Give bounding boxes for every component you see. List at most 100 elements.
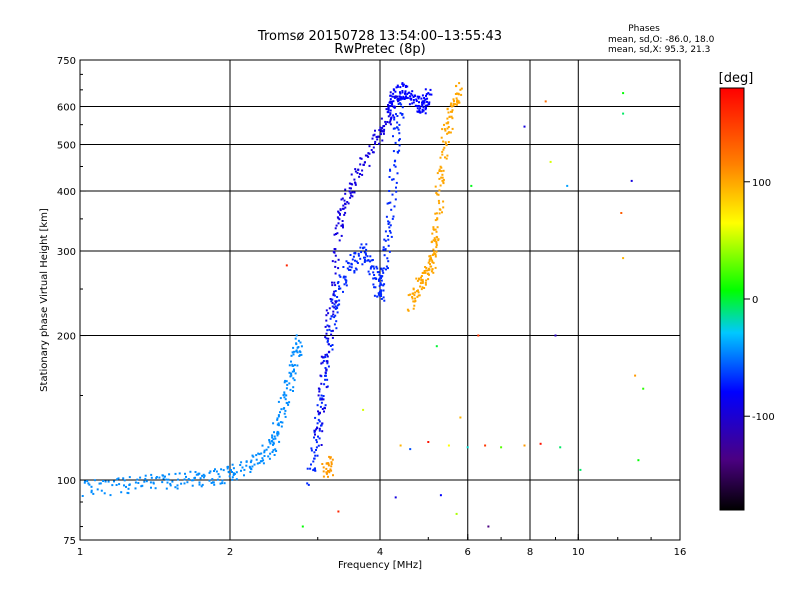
trace-point bbox=[179, 472, 181, 474]
trace-point bbox=[381, 131, 383, 133]
trace-point bbox=[307, 468, 309, 470]
trace-point bbox=[393, 150, 395, 152]
trace-point bbox=[166, 488, 168, 490]
trace-point bbox=[217, 479, 219, 481]
x-axis-label: Frequency [MHz] bbox=[338, 560, 422, 571]
scatter-point bbox=[395, 496, 397, 498]
trace-point bbox=[324, 336, 326, 338]
trace-point bbox=[338, 288, 340, 290]
trace-point bbox=[342, 220, 344, 222]
trace-point bbox=[88, 484, 90, 486]
trace-point bbox=[428, 274, 430, 276]
scatter-point bbox=[545, 100, 547, 102]
trace-point bbox=[283, 396, 285, 398]
trace-point bbox=[436, 193, 438, 195]
trace-point bbox=[310, 447, 312, 449]
trace-point bbox=[158, 477, 160, 479]
trace-point bbox=[441, 211, 443, 213]
trace-point bbox=[445, 141, 447, 143]
trace-point bbox=[334, 315, 336, 317]
trace-point bbox=[290, 361, 292, 363]
trace-point bbox=[184, 482, 186, 484]
trace-point bbox=[378, 279, 380, 281]
trace-point bbox=[283, 408, 285, 410]
trace-point bbox=[383, 290, 385, 292]
trace-point bbox=[290, 373, 292, 375]
trace-point bbox=[285, 416, 287, 418]
trace-point bbox=[392, 114, 394, 116]
trace-point bbox=[406, 93, 408, 95]
trace-point bbox=[383, 133, 385, 135]
trace-point bbox=[281, 422, 283, 424]
trace-point bbox=[431, 261, 433, 263]
trace-point bbox=[135, 487, 137, 489]
trace-point bbox=[427, 92, 429, 94]
trace-point bbox=[123, 484, 125, 486]
trace-point bbox=[296, 334, 298, 336]
trace-point bbox=[162, 474, 164, 476]
trace-point bbox=[396, 122, 398, 124]
trace-point bbox=[319, 437, 321, 439]
trace-point bbox=[308, 484, 310, 486]
trace-point bbox=[438, 202, 440, 204]
trace-point bbox=[294, 364, 296, 366]
trace-point bbox=[344, 207, 346, 209]
trace-point bbox=[273, 431, 275, 433]
trace-point bbox=[86, 480, 88, 482]
x-tick-label: 1 bbox=[77, 547, 83, 558]
trace-point bbox=[152, 482, 154, 484]
trace-point bbox=[398, 132, 400, 134]
scatter-point bbox=[448, 445, 450, 447]
trace-point bbox=[291, 364, 293, 366]
trace-point bbox=[398, 150, 400, 152]
trace-point bbox=[439, 212, 441, 214]
trace-point bbox=[281, 426, 283, 428]
scatter-point bbox=[400, 445, 402, 447]
trace-point bbox=[380, 290, 382, 292]
trace-point bbox=[428, 103, 430, 105]
trace-point bbox=[386, 121, 388, 123]
trace-point bbox=[288, 382, 290, 384]
trace-point bbox=[441, 137, 443, 139]
trace-point bbox=[218, 473, 220, 475]
trace-point bbox=[320, 375, 322, 377]
trace-point bbox=[386, 216, 388, 218]
trace-point bbox=[291, 355, 293, 357]
trace-point bbox=[108, 481, 110, 483]
trace-point bbox=[323, 395, 325, 397]
trace-point bbox=[353, 256, 355, 258]
trace-point bbox=[284, 410, 286, 412]
trace-point bbox=[313, 468, 315, 470]
scatter-point bbox=[550, 161, 552, 163]
trace-point bbox=[419, 105, 421, 107]
trace-point bbox=[415, 99, 417, 101]
trace-point bbox=[323, 398, 325, 400]
trace-point bbox=[422, 109, 424, 111]
trace-point bbox=[232, 476, 234, 478]
scatter-point bbox=[467, 446, 469, 448]
trace-point bbox=[367, 260, 369, 262]
trace-point bbox=[293, 353, 295, 355]
trace-point bbox=[328, 325, 330, 327]
trace-point bbox=[332, 294, 334, 296]
trace-point bbox=[329, 329, 331, 331]
y-tick-label: 75 bbox=[63, 536, 76, 547]
trace-point bbox=[387, 111, 389, 113]
trace-point bbox=[422, 100, 424, 102]
trace-point bbox=[404, 93, 406, 95]
trace-point bbox=[333, 291, 335, 293]
trace-point bbox=[350, 254, 352, 256]
trace-point bbox=[284, 413, 286, 415]
trace-point bbox=[135, 482, 137, 484]
trace-point bbox=[391, 96, 393, 98]
trace-point bbox=[365, 243, 367, 245]
trace-point bbox=[438, 170, 440, 172]
trace-point bbox=[389, 251, 391, 253]
trace-point bbox=[425, 280, 427, 282]
trace-point bbox=[392, 194, 394, 196]
trace-point bbox=[163, 478, 165, 480]
trace-point bbox=[351, 195, 353, 197]
scatter-point bbox=[631, 180, 633, 182]
trace-point bbox=[301, 345, 303, 347]
trace-point bbox=[315, 428, 317, 430]
